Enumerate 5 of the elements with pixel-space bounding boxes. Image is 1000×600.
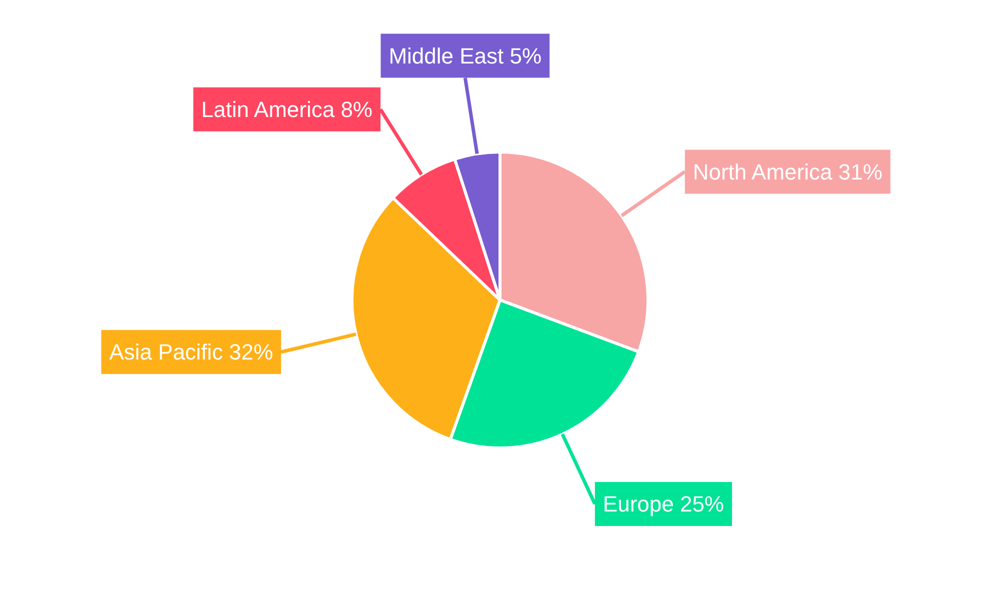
slice-label: Asia Pacific 32% [109, 340, 274, 365]
slice-label: Latin America 8% [201, 97, 373, 122]
slice-label: Middle East 5% [388, 43, 542, 68]
slice-label: Europe 25% [602, 492, 724, 517]
slice-label: North America 31% [692, 159, 882, 184]
